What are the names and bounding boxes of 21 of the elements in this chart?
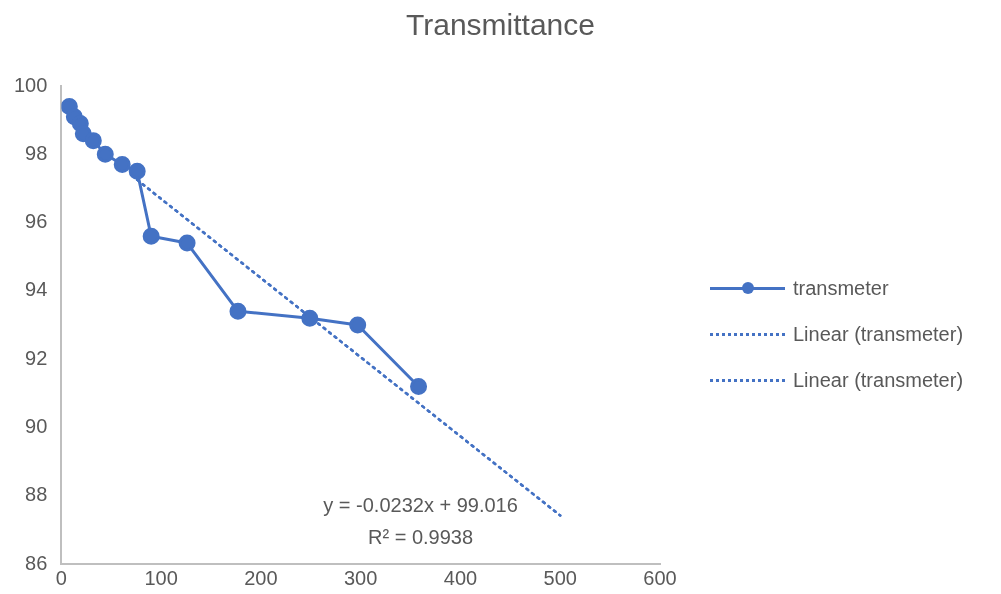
y-tick-label: 86 bbox=[25, 551, 48, 574]
x-tick-label: 400 bbox=[443, 566, 478, 589]
legend-label: Linear (transmeter) bbox=[793, 322, 964, 346]
legend-label: Linear (transmeter) bbox=[793, 368, 964, 392]
x-tick-label: 200 bbox=[244, 566, 278, 589]
x-tick-label: 100 bbox=[144, 566, 178, 589]
chart-title: Transmittance bbox=[405, 8, 596, 42]
y-tick-label: 92 bbox=[25, 346, 48, 369]
x-tick-label: 0 bbox=[55, 566, 67, 589]
annotation: y = -0.0232x + 99.016 bbox=[323, 493, 518, 516]
y-tick-label: 90 bbox=[25, 414, 48, 437]
y-tick-label: 98 bbox=[25, 141, 48, 164]
x-tick-label: 300 bbox=[344, 566, 378, 589]
legend-label: transmeter bbox=[793, 276, 889, 300]
x-tick-label: 500 bbox=[543, 566, 577, 589]
x-tick-label: 600 bbox=[643, 566, 677, 589]
y-tick-label: 94 bbox=[25, 278, 48, 301]
y-tick-label: 100 bbox=[13, 73, 48, 96]
y-tick-label: 88 bbox=[25, 483, 48, 506]
y-tick-label: 96 bbox=[25, 210, 48, 233]
annotation: R² = 0.9938 bbox=[368, 525, 474, 548]
